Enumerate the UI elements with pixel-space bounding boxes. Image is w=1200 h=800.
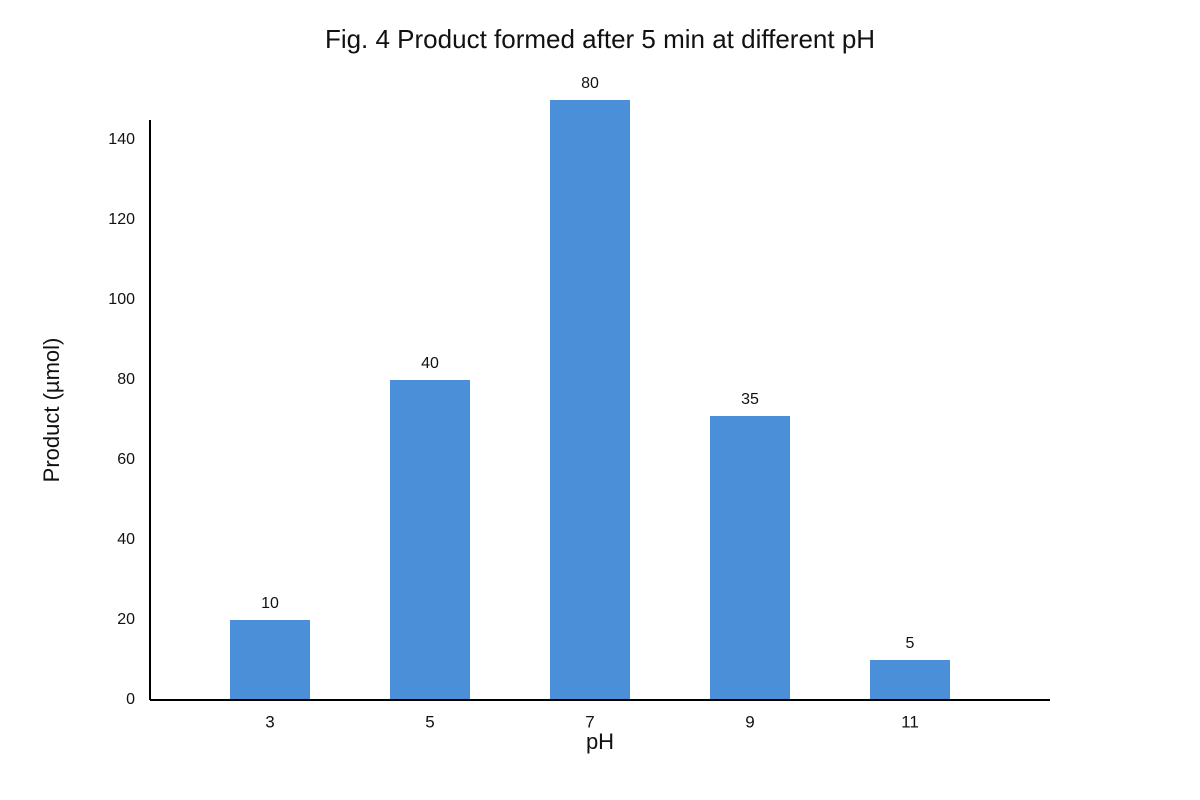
x-tick-label: 3 (265, 712, 274, 731)
y-tick-label: 100 (108, 291, 135, 308)
bar-label: 5 (906, 635, 915, 652)
y-tick-label: 0 (126, 691, 135, 708)
y-tick-label: 60 (117, 451, 135, 468)
bar (870, 660, 950, 700)
bar-label: 35 (741, 391, 759, 408)
x-tick-label: 9 (745, 712, 754, 731)
x-tick-label: 5 (425, 712, 434, 731)
bar (710, 416, 790, 700)
x-tick-label: 11 (901, 712, 919, 731)
bar (230, 620, 310, 700)
bar-label: 40 (421, 355, 439, 372)
y-tick-label: 80 (117, 371, 135, 388)
chart-title: Fig. 4 Product formed after 5 min at dif… (325, 24, 875, 54)
x-axis-label: pH (586, 729, 614, 754)
y-tick-label: 20 (117, 611, 135, 628)
bar (390, 380, 470, 700)
y-axis-label: Product (µmol) (39, 338, 64, 483)
y-tick-label: 120 (108, 211, 135, 228)
bar-label: 10 (261, 595, 279, 612)
x-tick-label: 7 (585, 712, 594, 731)
bar (550, 100, 630, 700)
bar-label: 80 (581, 75, 599, 92)
y-tick-label: 140 (108, 131, 135, 148)
y-tick-label: 40 (117, 531, 135, 548)
